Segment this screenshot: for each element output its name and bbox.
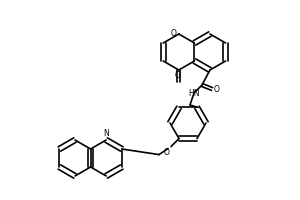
Text: HN: HN (188, 88, 200, 98)
Text: O: O (164, 148, 170, 157)
Text: O: O (171, 29, 177, 38)
Text: O: O (175, 71, 181, 80)
Text: N: N (103, 129, 109, 138)
Text: O: O (214, 84, 220, 94)
